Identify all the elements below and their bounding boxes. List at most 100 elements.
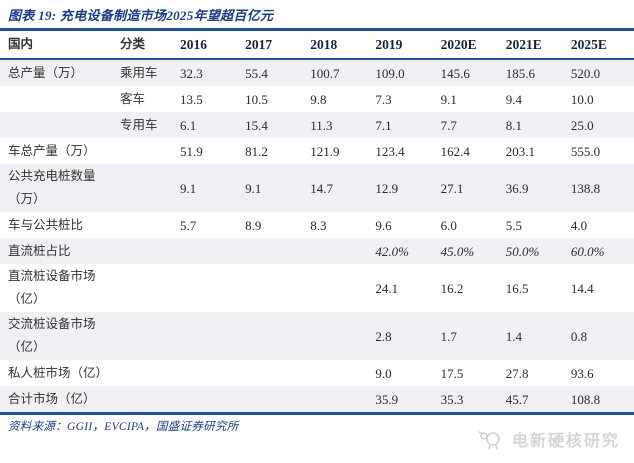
table-cell: 109.0 bbox=[375, 65, 405, 81]
row-label: 直流桩占比 bbox=[8, 243, 71, 258]
row-label bbox=[0, 124, 118, 126]
table-cell: 1.4 bbox=[505, 328, 522, 344]
row-category: 专用车 bbox=[120, 117, 158, 132]
table-cell: 8.3 bbox=[310, 217, 327, 233]
row-label: 合计市场（亿） bbox=[8, 391, 96, 406]
table-cell: 7.1 bbox=[375, 117, 392, 133]
table-cell: 4.0 bbox=[570, 217, 588, 233]
table-cell: 81.2 bbox=[245, 143, 268, 159]
top-rule-divider bbox=[0, 28, 634, 31]
table-cell: 11.3 bbox=[310, 117, 333, 133]
column-header: 2025E bbox=[570, 37, 607, 52]
row-label: 车总产量（万） bbox=[8, 143, 96, 158]
table-cell: 6.1 bbox=[180, 117, 197, 133]
row-category bbox=[118, 398, 178, 400]
table-cell: 8.9 bbox=[245, 217, 262, 233]
table-cell: 12.9 bbox=[375, 180, 399, 196]
table-cell: 2.8 bbox=[375, 328, 392, 344]
table-row: 合计市场（亿） 35.9 35.3 45.7 108.8 bbox=[0, 386, 634, 412]
table-cell: 10.5 bbox=[245, 91, 268, 107]
table-cell: 35.3 bbox=[440, 391, 464, 407]
table-cell: 14.4 bbox=[570, 280, 594, 296]
table-cell: 8.1 bbox=[505, 117, 522, 133]
table-row: 专用车 6.1 15.4 11.3 7.1 7.7 8.1 25.0 bbox=[0, 112, 634, 138]
table-cell: 14.7 bbox=[310, 180, 334, 196]
table-cell: 42.0% bbox=[375, 243, 410, 259]
table-cell: 45.0% bbox=[440, 243, 475, 259]
column-header: 2021E bbox=[505, 37, 542, 52]
table-cell: 203.1 bbox=[505, 143, 535, 159]
table-cell bbox=[178, 250, 243, 252]
source-note: 资料来源：GGII，EVCIPA，国盛证券研究所 bbox=[8, 420, 239, 433]
column-header: 2018 bbox=[310, 37, 338, 52]
table-cell: 9.1 bbox=[245, 180, 262, 196]
table-row: 直流桩设备市场（亿） 24.1 16.2 16.5 14.4 bbox=[0, 264, 634, 312]
column-header: 分类 bbox=[120, 37, 146, 51]
table-row: 客车 13.5 10.5 9.8 7.3 9.1 9.4 10.0 bbox=[0, 86, 634, 112]
table-row: 总产量（万） 乘用车 32.3 55.4 100.7 109.0 145.6 185.6 520… bbox=[0, 60, 634, 86]
table-cell: 138.8 bbox=[570, 180, 601, 196]
table-cell: 1.7 bbox=[440, 328, 457, 344]
row-category bbox=[118, 287, 178, 289]
table-cell: 185.6 bbox=[505, 65, 535, 81]
table-cell bbox=[178, 398, 243, 400]
table-cell: 100.7 bbox=[310, 65, 340, 81]
table-row: 公共充电桩数量（万） 9.1 9.1 14.7 12.9 27.1 36.9 138.8 bbox=[0, 164, 634, 212]
table-cell: 32.3 bbox=[180, 65, 203, 81]
table-cell: 6.0 bbox=[440, 217, 457, 233]
table-cell: 36.9 bbox=[505, 180, 529, 196]
column-header: 2020E bbox=[440, 37, 477, 52]
table-cell: 0.8 bbox=[570, 328, 588, 344]
column-header: 2016 bbox=[180, 37, 207, 52]
table-cell: 16.2 bbox=[440, 280, 464, 296]
row-category bbox=[118, 187, 178, 189]
table-cell bbox=[308, 250, 373, 252]
row-category bbox=[118, 150, 178, 152]
row-category bbox=[118, 250, 178, 252]
row-category bbox=[118, 335, 178, 337]
table-cell: 60.0% bbox=[570, 243, 605, 259]
row-label: 车与公共桩比 bbox=[8, 217, 84, 232]
table-cell: 108.8 bbox=[570, 391, 601, 407]
table-cell: 123.4 bbox=[375, 143, 405, 159]
table-cell: 9.0 bbox=[375, 365, 392, 381]
sheep-logo-icon bbox=[478, 431, 500, 450]
row-label: 公共充电桩数量（万） bbox=[8, 169, 96, 206]
table-cell: 93.6 bbox=[570, 365, 594, 381]
column-header: 2019 bbox=[375, 37, 403, 52]
table-cell: 555.0 bbox=[570, 143, 601, 159]
table-row: 车与公共桩比 5.7 8.9 8.3 9.6 6.0 5.5 4.0 bbox=[0, 212, 634, 238]
table-cell: 7.3 bbox=[375, 91, 392, 107]
table-header-row: 国内 分类 2016 2017 2018 2019 2020E 2021E 2025E bbox=[0, 31, 634, 60]
table-row: 车总产量（万） 51.9 81.2 121.9 123.4 162.4 203.1 555.0 bbox=[0, 138, 634, 164]
table-cell: 25.0 bbox=[570, 117, 594, 133]
table-row: 私人桩市场（亿） 9.0 17.5 27.8 93.6 bbox=[0, 360, 634, 386]
table-row: 直流桩占比 42.0% 45.0% 50.0% 60.0% bbox=[0, 238, 634, 264]
table-cell bbox=[178, 335, 243, 337]
table-cell: 145.6 bbox=[440, 65, 470, 81]
row-label bbox=[0, 98, 118, 100]
bottom-rule-divider bbox=[0, 412, 634, 415]
table-cell: 9.8 bbox=[310, 91, 327, 107]
table-cell: 5.7 bbox=[180, 217, 197, 233]
row-label: 总产量（万） bbox=[8, 65, 84, 80]
table-cell: 9.6 bbox=[375, 217, 392, 233]
table-cell: 7.7 bbox=[440, 117, 457, 133]
table-cell: 520.0 bbox=[570, 65, 601, 81]
table-cell: 51.9 bbox=[180, 143, 203, 159]
row-category bbox=[118, 224, 178, 226]
table-cell bbox=[243, 250, 308, 252]
row-category bbox=[118, 372, 178, 374]
table-cell bbox=[308, 287, 373, 289]
table-body: 总产量（万） 乘用车 32.3 55.4 100.7 109.0 145.6 185.6 520… bbox=[0, 60, 634, 412]
table-row: 交流桩设备市场（亿） 2.8 1.7 1.4 0.8 bbox=[0, 312, 634, 360]
table-cell: 35.9 bbox=[375, 391, 399, 407]
table-cell: 121.9 bbox=[310, 143, 340, 159]
table-cell: 9.1 bbox=[440, 91, 457, 107]
row-category: 乘用车 bbox=[120, 65, 158, 80]
table-cell: 27.8 bbox=[505, 365, 529, 381]
table-cell bbox=[178, 287, 243, 289]
table-cell bbox=[243, 372, 308, 374]
row-label: 私人桩市场（亿） bbox=[8, 365, 109, 380]
table-cell bbox=[178, 372, 243, 374]
